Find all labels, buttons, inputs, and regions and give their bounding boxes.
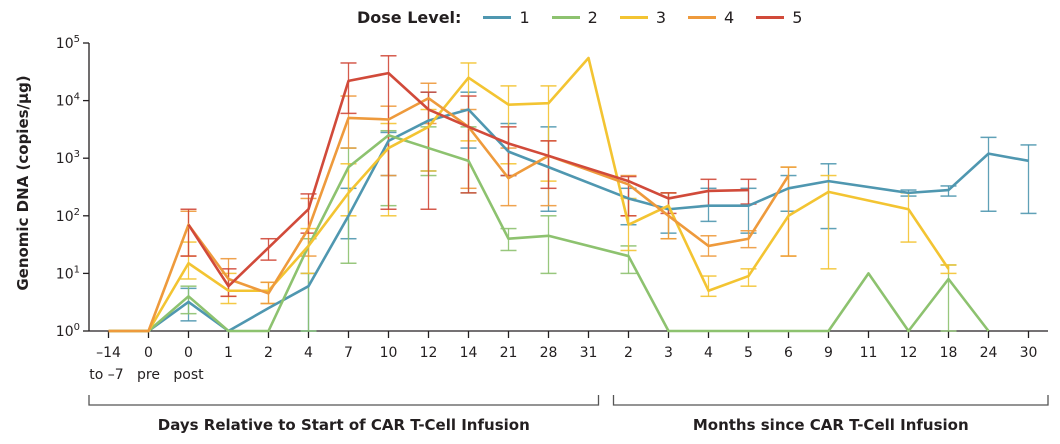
legend-item-dose-1: 1 — [483, 7, 530, 27]
x-tick-label: 3 — [664, 345, 673, 361]
legend-item-dose-5: 5 — [756, 8, 802, 27]
legend-item-dose-3: 3 — [619, 7, 666, 27]
x-tick-label: 7 — [344, 345, 353, 361]
series-line-dose-2 — [108, 133, 990, 333]
x-tick-label: 1 — [224, 345, 233, 361]
x-tick-label: 11 — [860, 345, 878, 361]
x-tick-label: 21 — [500, 345, 518, 361]
section-label: Months since CAR T-Cell Infusion — [693, 416, 969, 434]
y-tick-label: 103 — [56, 149, 80, 167]
series-line-dose-1 — [108, 108, 1029, 333]
y-tick-label: 101 — [56, 264, 80, 282]
x-sublabel: pre — [137, 367, 160, 383]
section-bracket — [88, 395, 600, 406]
x-sublabel: to –7 — [89, 367, 123, 383]
series-line-dose-4 — [108, 96, 790, 333]
x-tick-label: 14 — [460, 345, 478, 361]
x-tick-label: 4 — [304, 345, 313, 361]
series-line-dose-3 — [108, 56, 950, 333]
x-sublabel: post — [173, 367, 204, 383]
y-tick-label: 104 — [56, 92, 80, 110]
x-tick-label: 2 — [624, 345, 633, 361]
x-tick-label: 31 — [580, 345, 598, 361]
legend-label-dose-4: 4 — [724, 7, 735, 27]
x-tick-label: 4 — [704, 345, 713, 361]
legend-swatch-dose-4 — [688, 15, 716, 19]
x-tick-label: 12 — [900, 345, 918, 361]
x-tick-label: 12 — [420, 345, 438, 361]
x-tick-label: 18 — [940, 345, 958, 361]
x-tick-label: 9 — [824, 345, 833, 361]
legend-swatch-dose-2 — [551, 15, 580, 19]
legend-item-dose-4: 4 — [688, 8, 734, 27]
x-tick-label: –14 — [96, 345, 121, 361]
y-tick-label: 102 — [56, 207, 80, 225]
legend-label-dose-1: 1 — [519, 7, 530, 27]
legend-swatch-dose-3 — [619, 15, 648, 19]
y-tick-label: 100 — [56, 322, 80, 340]
section-label: Days Relative to Start of CAR T-Cell Inf… — [158, 416, 530, 434]
legend-label-dose-3: 3 — [655, 7, 666, 27]
x-tick-label: 6 — [784, 345, 793, 361]
x-tick-label: 10 — [380, 345, 398, 361]
x-tick-label: 2 — [264, 345, 273, 361]
legend-item-dose-2: 2 — [551, 7, 598, 27]
x-tick-label: 30 — [1020, 345, 1038, 361]
x-tick-label: 28 — [540, 345, 558, 361]
x-tick-label: 0 — [184, 345, 193, 361]
legend-label-dose-2: 2 — [587, 7, 598, 27]
x-tick-label: 24 — [980, 345, 998, 361]
legend-label-dose-5: 5 — [792, 7, 803, 27]
legend: Dose Level: 1 2 3 4 5 — [357, 4, 824, 30]
x-tick-label: 0 — [144, 345, 153, 361]
legend-title: Dose Level: — [357, 7, 462, 27]
section-bracket — [612, 395, 1049, 406]
y-tick-label: 105 — [56, 34, 80, 52]
x-tick-label: 5 — [744, 345, 753, 361]
legend-swatch-dose-5 — [756, 15, 785, 19]
legend-swatch-dose-1 — [483, 15, 512, 19]
